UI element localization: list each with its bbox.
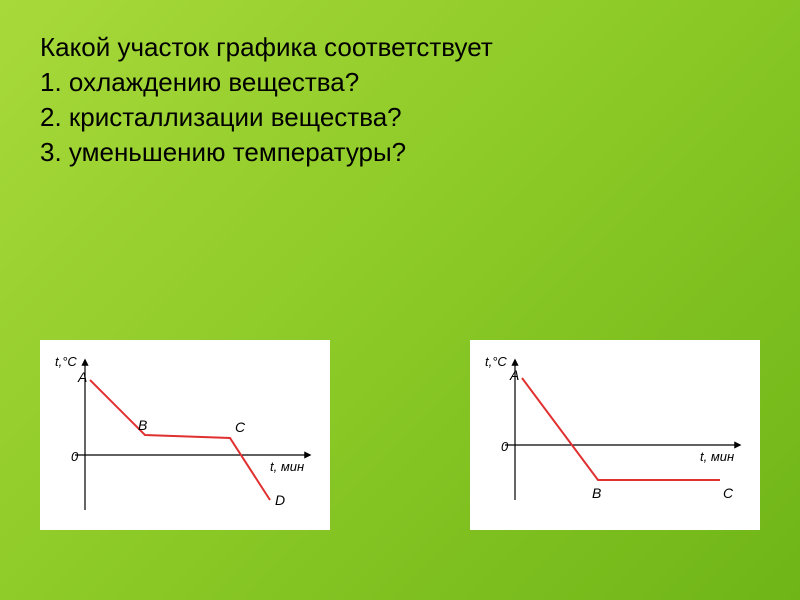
question-block: Какой участок графика соответствует 1. о… bbox=[40, 30, 760, 170]
svg-text:0: 0 bbox=[501, 439, 509, 454]
svg-text:t,°C: t,°C bbox=[485, 354, 507, 369]
question-line-2: 1. охлаждению вещества? bbox=[40, 65, 760, 100]
chart-2: 0 t,°C t, мин A B C bbox=[470, 340, 760, 530]
question-line-1: Какой участок графика соответствует bbox=[40, 30, 760, 65]
slide: Какой участок графика соответствует 1. о… bbox=[0, 0, 800, 600]
chart-2-svg: 0 t,°C t, мин A B C bbox=[470, 340, 760, 530]
svg-text:C: C bbox=[235, 419, 246, 435]
svg-text:A: A bbox=[509, 367, 519, 383]
question-line-3: 2. кристаллизации вещества? bbox=[40, 100, 760, 135]
svg-text:t, мин: t, мин bbox=[270, 459, 304, 474]
svg-text:t, мин: t, мин bbox=[700, 449, 734, 464]
svg-text:0: 0 bbox=[71, 449, 79, 464]
svg-text:D: D bbox=[275, 492, 285, 508]
chart-1: 0 t,°C t, мин A B C D bbox=[40, 340, 330, 530]
svg-text:B: B bbox=[592, 485, 601, 501]
svg-text:A: A bbox=[77, 369, 87, 385]
question-line-4: 3. уменьшению температуры? bbox=[40, 135, 760, 170]
charts-row: 0 t,°C t, мин A B C D 0 t,°C t, мин A B C bbox=[40, 340, 760, 530]
chart-1-svg: 0 t,°C t, мин A B C D bbox=[40, 340, 330, 530]
svg-text:B: B bbox=[138, 417, 147, 433]
svg-text:t,°C: t,°C bbox=[55, 354, 77, 369]
svg-text:C: C bbox=[723, 485, 734, 501]
